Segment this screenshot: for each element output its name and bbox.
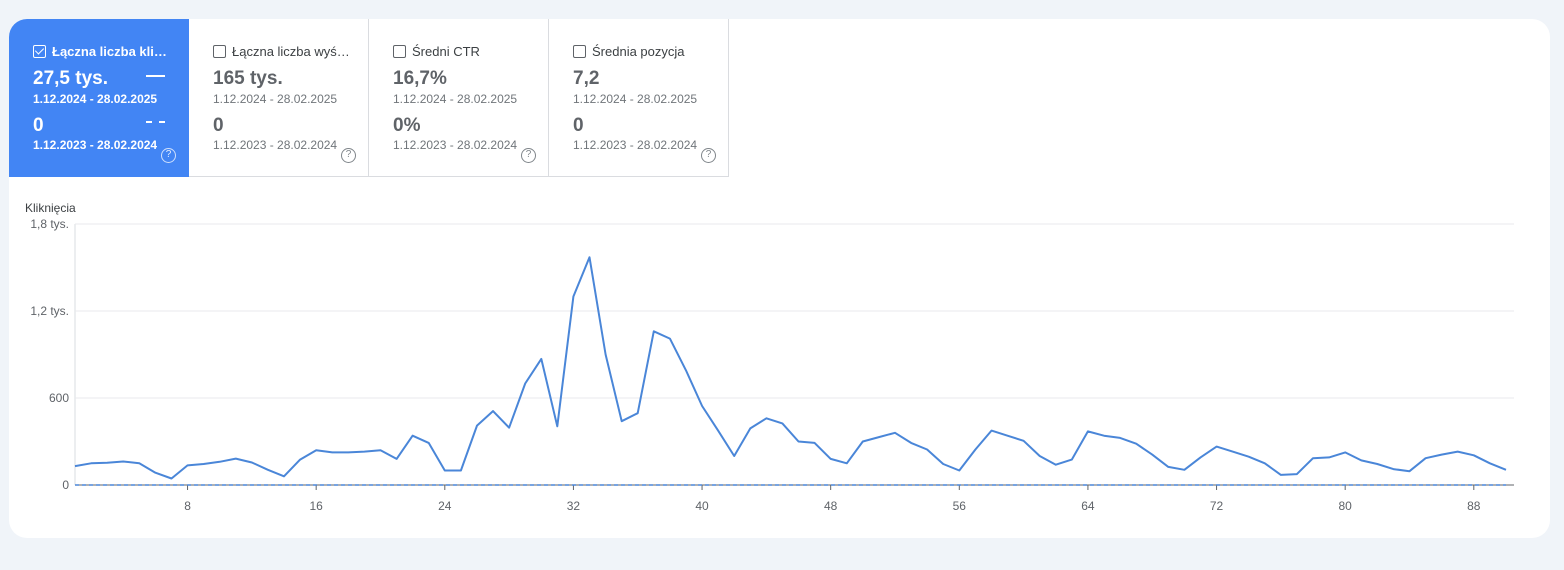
metric-compare-period: 1.12.2023 - 28.02.2024 xyxy=(573,138,698,152)
help-icon[interactable]: ? xyxy=(701,148,716,163)
metric-period: 1.12.2024 - 28.02.2025 xyxy=(213,92,338,106)
x-tick-label: 88 xyxy=(1467,499,1481,513)
metric-period: 1.12.2024 - 28.02.2025 xyxy=(393,92,518,106)
chart-lines xyxy=(74,256,1507,486)
y-tick-labels: 0 600 1,2 tys. 1,8 tys. xyxy=(30,217,69,492)
metric-value: 165 tys. xyxy=(213,68,283,89)
metric-total-clicks[interactable]: Łączna liczba kliknięć 27,5 tys. 1.12.20… xyxy=(9,19,189,177)
metric-compare-period: 1.12.2023 - 28.02.2024 xyxy=(33,138,158,152)
x-tick-label: 40 xyxy=(695,499,709,513)
help-icon[interactable]: ? xyxy=(521,148,536,163)
metric-compare-period: 1.12.2023 - 28.02.2024 xyxy=(393,138,518,152)
checkbox-impressions[interactable] xyxy=(213,45,226,58)
performance-card: Łączna liczba kliknięć 27,5 tys. 1.12.20… xyxy=(9,19,1550,538)
legend-solid-line-icon xyxy=(146,75,165,77)
y-tick-label: 600 xyxy=(49,391,69,405)
metric-compare-value: 0 xyxy=(213,115,224,136)
x-tick-label: 8 xyxy=(184,499,191,513)
x-tick-label: 80 xyxy=(1338,499,1352,513)
metric-compare-value: 0 xyxy=(33,115,44,136)
y-tick-label: 1,2 tys. xyxy=(30,304,69,318)
metric-compare-period: 1.12.2023 - 28.02.2024 xyxy=(213,138,338,152)
series-line-current xyxy=(74,256,1507,480)
checkbox-position[interactable] xyxy=(573,45,586,58)
metric-value: 27,5 tys. xyxy=(33,68,108,89)
legend-dashed-line-icon xyxy=(146,121,165,123)
metric-value: 7,2 xyxy=(573,68,600,89)
help-icon[interactable]: ? xyxy=(161,148,176,163)
x-tick-label: 64 xyxy=(1081,499,1095,513)
x-tick-labels: 8 16 24 32 40 48 56 64 72 80 88 xyxy=(184,485,1481,513)
y-tick-label: 1,8 tys. xyxy=(30,217,69,231)
metric-compare-value: 0 xyxy=(573,115,584,136)
help-icon[interactable]: ? xyxy=(341,148,356,163)
metric-tabs: Łączna liczba kliknięć 27,5 tys. 1.12.20… xyxy=(9,19,729,177)
metric-value: 16,7% xyxy=(393,68,447,89)
x-tick-label: 16 xyxy=(309,499,323,513)
x-tick-label: 48 xyxy=(824,499,838,513)
checkbox-clicks[interactable] xyxy=(33,45,46,58)
clicks-chart[interactable]: Kliknięcia 0 600 1,2 tys. 1,8 tys. 8 16 24 32 4… xyxy=(9,19,1550,538)
x-tick-label: 32 xyxy=(567,499,581,513)
checkbox-ctr[interactable] xyxy=(393,45,406,58)
metric-total-impressions[interactable]: Łączna liczba wyświetleń 165 tys. 1.12.2… xyxy=(189,19,369,177)
y-axis-label: Kliknięcia xyxy=(25,201,76,215)
metric-average-ctr[interactable]: Średni CTR 16,7% 1.12.2024 - 28.02.2025 … xyxy=(369,19,549,177)
chart-grid xyxy=(74,223,1514,486)
metric-period: 1.12.2024 - 28.02.2025 xyxy=(573,92,698,106)
x-tick-label: 24 xyxy=(438,499,452,513)
metric-period: 1.12.2024 - 28.02.2025 xyxy=(33,92,158,106)
y-tick-label: 0 xyxy=(62,478,69,492)
metric-average-position[interactable]: Średnia pozycja 7,2 1.12.2024 - 28.02.20… xyxy=(549,19,729,177)
x-tick-label: 72 xyxy=(1210,499,1224,513)
x-tick-label: 56 xyxy=(953,499,967,513)
metric-compare-value: 0% xyxy=(393,115,421,136)
